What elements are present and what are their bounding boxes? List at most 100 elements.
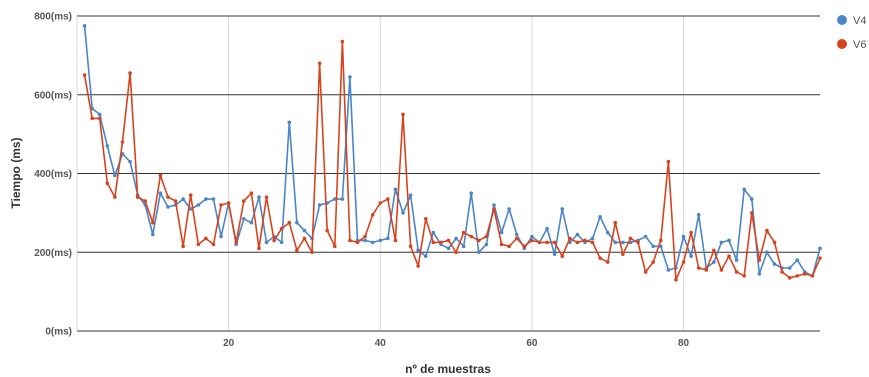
data-point [97,116,102,121]
data-point [181,197,185,201]
data-point [143,199,148,203]
data-point [765,250,769,255]
data-point [431,240,436,245]
data-point [492,207,496,211]
data-point [522,244,527,249]
data-point [120,140,125,144]
y-axis-ticks: 0(ms) 200(ms) 400(ms) 600(ms) 800(ms) [34,12,72,338]
data-point [386,197,390,201]
data-point [643,270,648,274]
data-point [211,197,216,201]
data-point [613,220,618,225]
data-point [158,191,163,195]
data-point [340,39,345,44]
data-point [621,240,625,245]
data-point [772,240,777,245]
data-point [257,195,261,199]
data-point [560,207,565,211]
data-point [719,268,724,272]
data-point [681,260,686,264]
y-tick-label: 0(ms) [45,327,72,338]
data-point [234,240,239,245]
data-point [598,215,602,219]
data-point [226,201,231,205]
data-point [166,205,170,209]
data-point [795,258,800,262]
data-point [348,238,352,243]
series-lines [82,24,822,282]
data-point [696,213,701,217]
y-tick-label: 400(ms) [34,169,72,180]
data-point [621,252,625,257]
data-point [279,240,284,245]
data-point [378,238,383,243]
data-point [461,244,466,249]
y-axis-title: Tiempo (ms) [9,137,23,208]
data-point [598,256,602,260]
x-tick-label: 60 [526,338,538,349]
data-point [105,144,110,148]
data-point [583,238,587,243]
data-point [211,242,216,247]
data-point [287,220,292,225]
data-point [795,274,800,278]
data-point [530,234,534,239]
data-point [749,211,754,215]
data-point [219,203,223,207]
data-point [765,228,769,233]
data-point [590,236,595,241]
data-point [295,220,299,225]
data-point [605,230,610,235]
data-point [128,71,132,75]
data-point [151,232,155,237]
data-point [514,236,519,241]
data-point [560,254,565,258]
data-point [363,238,367,243]
data-point [241,199,246,203]
data-point [461,230,466,235]
data-point [181,244,185,249]
data-point [712,260,716,264]
legend-label-v6: V6 [853,39,866,51]
data-point [196,242,201,247]
data-point [158,173,163,178]
data-point [408,244,413,249]
data-point [666,159,671,164]
data-point [537,240,542,245]
data-point [568,236,572,241]
data-point [241,216,246,221]
data-point [439,240,443,245]
data-point [82,24,87,28]
legend: V4 V6 [837,15,866,51]
data-point [469,234,474,239]
data-point [803,272,807,276]
data-point [401,211,405,215]
y-tick-label: 600(ms) [34,90,72,101]
data-point [658,238,663,243]
data-point [605,260,610,264]
data-point [810,274,815,278]
data-point [317,61,322,66]
data-point [552,252,557,257]
data-point [386,236,390,241]
data-point [545,226,549,231]
data-point [332,197,337,201]
data-point [151,220,155,225]
data-point [446,246,451,251]
data-point [166,195,170,199]
data-point [772,262,777,266]
data-point [757,258,762,262]
data-point [378,201,383,205]
data-point [302,236,307,241]
data-point [454,250,458,255]
x-axis-title: nº de muestras [405,362,491,376]
data-point [249,220,254,225]
y-tick-label: 800(ms) [34,12,72,23]
data-point [355,240,360,245]
data-point [416,264,420,268]
data-point [712,248,716,253]
data-point [658,244,663,249]
data-point [423,254,428,258]
data-point [279,226,284,231]
